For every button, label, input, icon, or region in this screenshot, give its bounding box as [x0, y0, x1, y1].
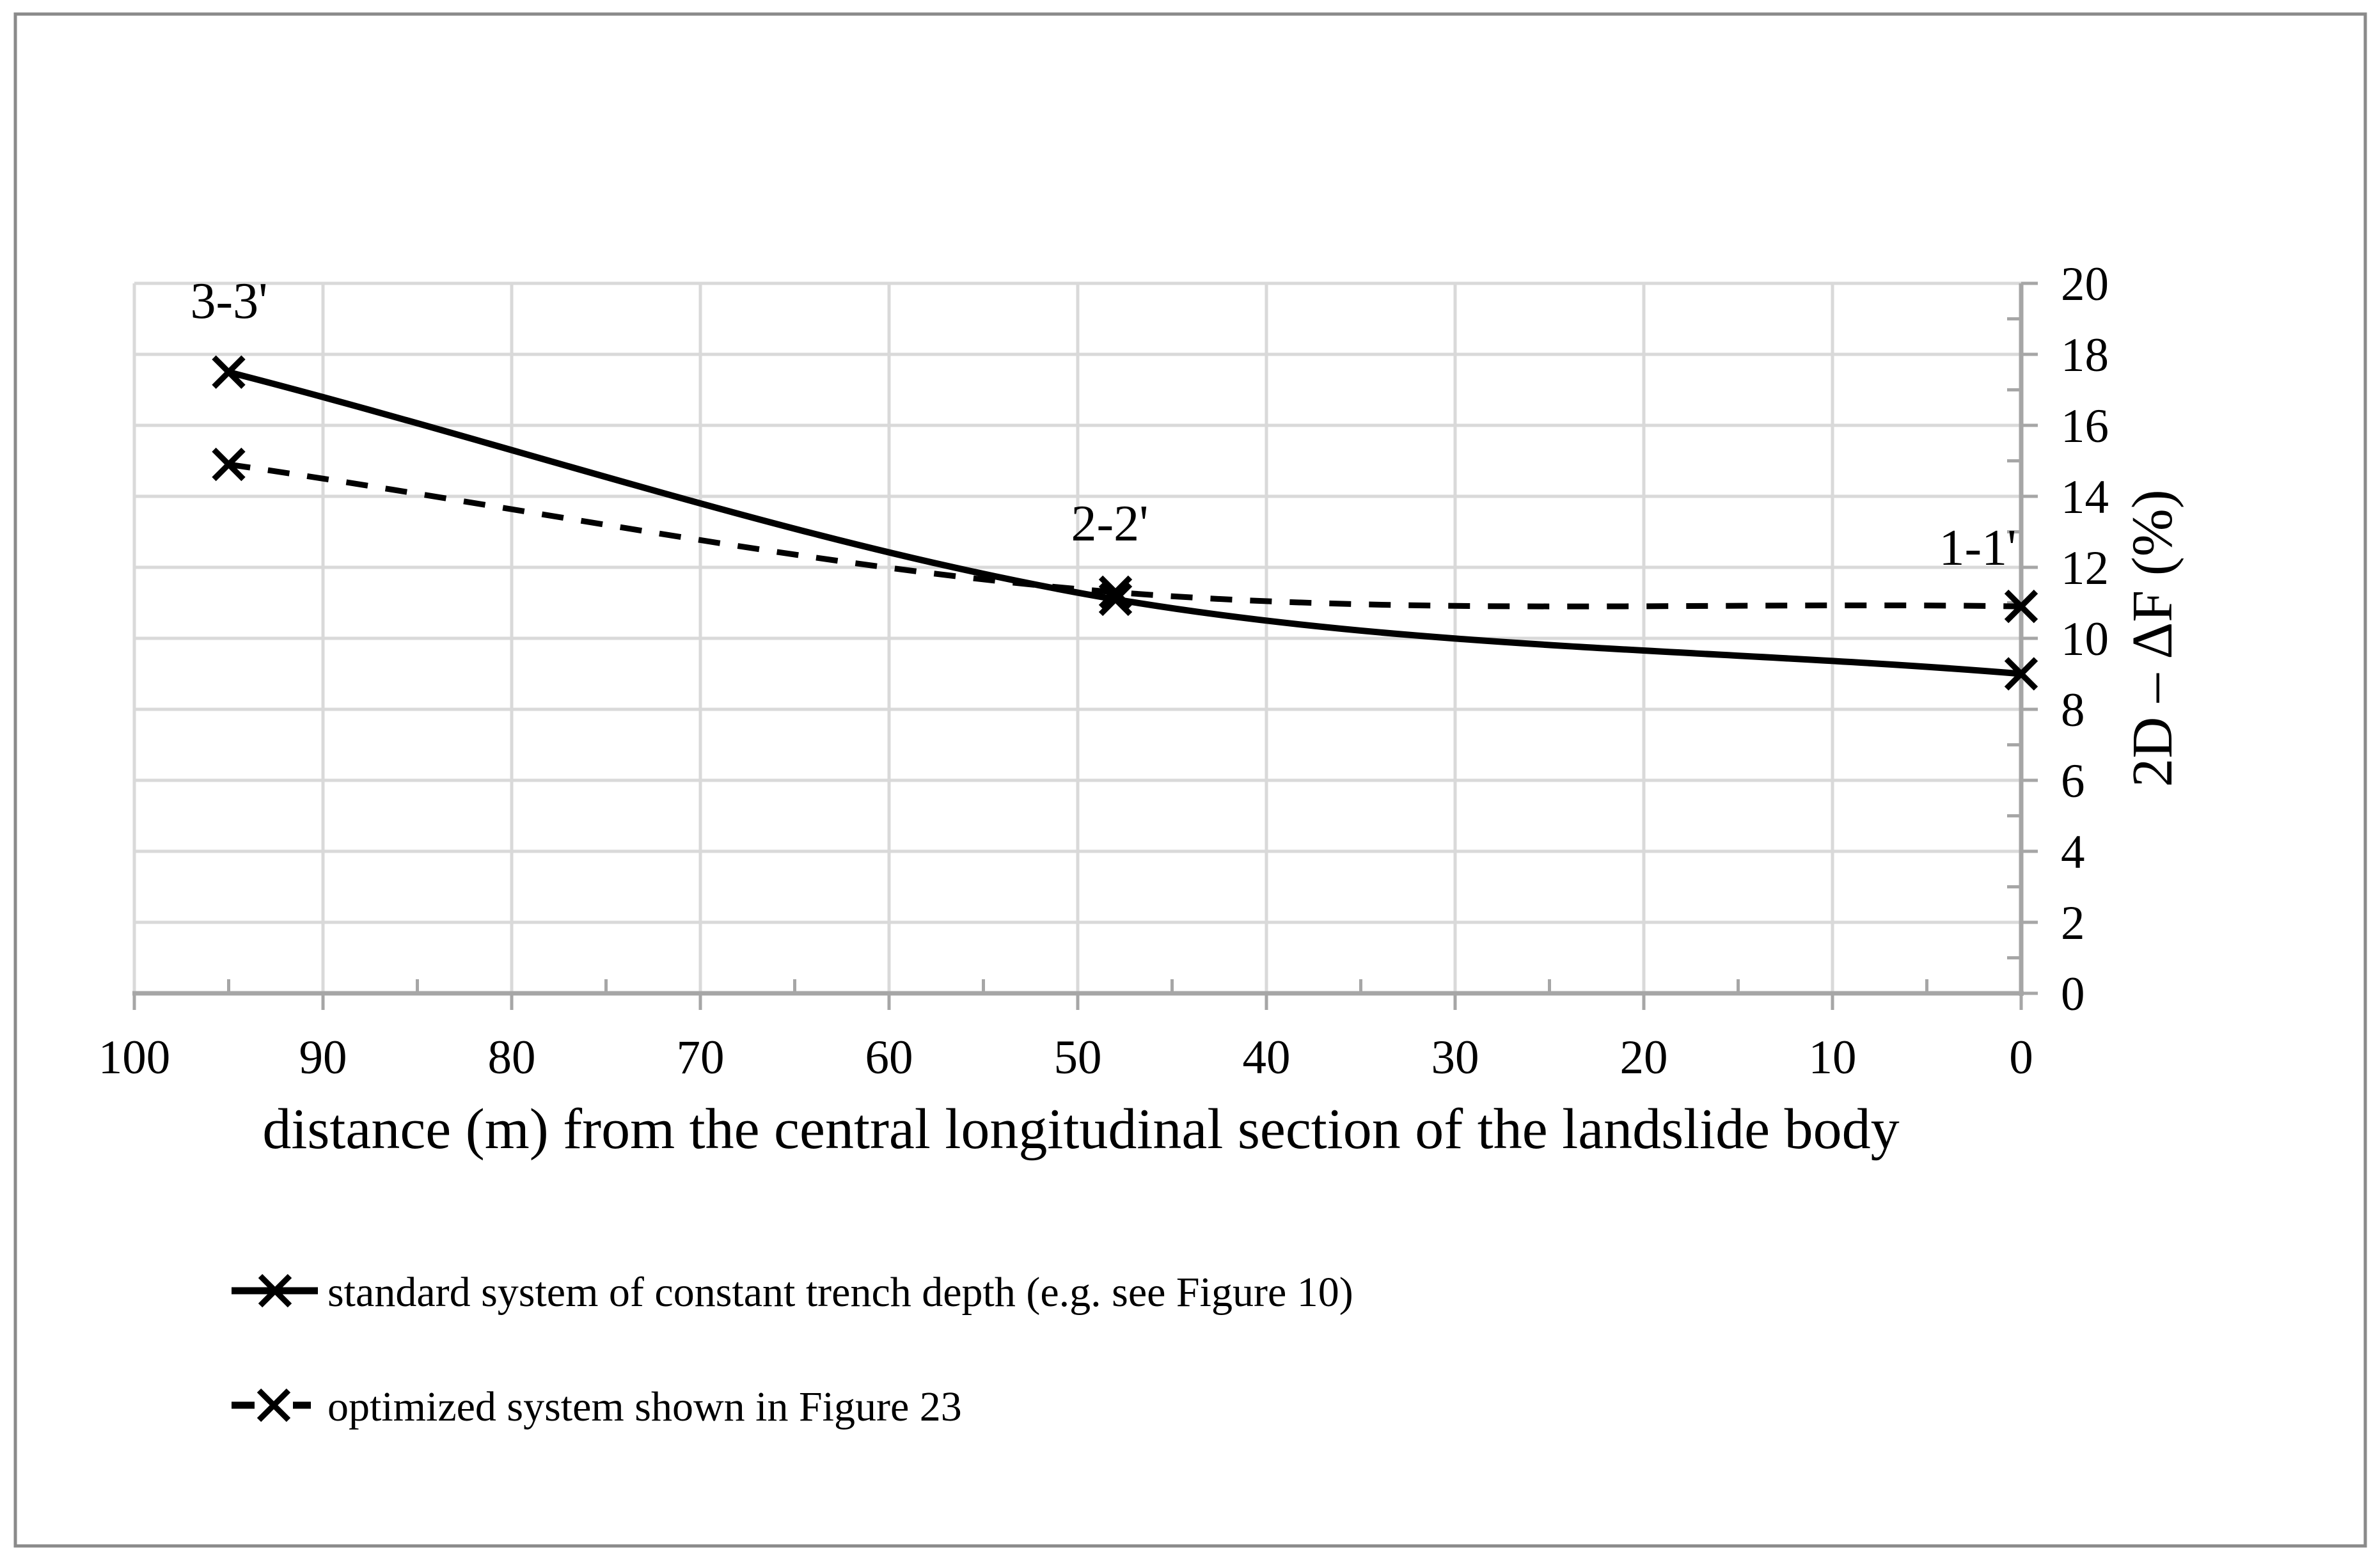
y-tick-label: 4: [2061, 826, 2085, 879]
x-tick-label: 90: [299, 1031, 347, 1084]
x-tick-label: 40: [1243, 1031, 1291, 1084]
y-tick-label: 20: [2061, 258, 2109, 311]
data-point-x-marker: [1098, 575, 1133, 610]
y-tick-label: 14: [2061, 471, 2109, 524]
x-axis-title: distance (m) from the central longitudin…: [262, 1098, 1899, 1161]
legend-x-marker-icon: [258, 1273, 292, 1308]
y-tick-label: 8: [2061, 684, 2085, 737]
legend-x-marker-icon: [256, 1388, 291, 1422]
figure-border: [13, 12, 2367, 1548]
legend-item-optimized: optimized system shown in Figure 23: [232, 1383, 962, 1430]
point-labels: 3-3' 2-2' 1-1': [190, 273, 2016, 576]
legend-item-standard: standard system of constant trench depth…: [232, 1269, 1353, 1316]
x-tick-label: 100: [99, 1031, 171, 1084]
series-line-dashed: [228, 461, 2022, 610]
x-tick-label: 0: [2009, 1031, 2033, 1084]
y-axis-title: 2D – ΔF (%): [2121, 489, 2184, 787]
y-tick-label: 6: [2061, 755, 2085, 808]
y-tick-label: 12: [2061, 542, 2109, 595]
y-tick-label: 16: [2061, 400, 2109, 453]
x-tick-label: 60: [865, 1031, 913, 1084]
y-tick-label: 10: [2061, 613, 2109, 666]
data-point-x-marker: [212, 355, 246, 389]
x-tick-label: 10: [1809, 1031, 1857, 1084]
y-tick-label: 18: [2061, 329, 2109, 382]
y-tick-label: 2: [2061, 897, 2085, 950]
x-tick-label: 30: [1431, 1031, 1479, 1084]
y-tick-label: 0: [2061, 968, 2085, 1021]
data-point-x-marker: [2004, 657, 2038, 691]
data-point-x-marker: [212, 447, 246, 482]
x-tick-label: 80: [488, 1031, 536, 1084]
data-point-x-marker: [2004, 589, 2038, 624]
gridlines: [132, 281, 2023, 995]
x-tick-labels: 100 90 80 70 60 50 40 30 20 10 0: [99, 1031, 2033, 1084]
point-label-3-3: 3-3': [190, 273, 267, 329]
legend: standard system of constant trench depth…: [232, 1269, 1353, 1430]
axis-ticks: [132, 281, 2038, 1010]
legend-label-standard: standard system of constant trench depth…: [327, 1269, 1353, 1316]
legend-label-optimized: optimized system shown in Figure 23: [327, 1383, 962, 1430]
x-tick-label: 50: [1054, 1031, 1102, 1084]
point-label-1-1: 1-1': [1939, 520, 2016, 576]
point-label-2-2: 2-2': [1071, 496, 1148, 552]
x-tick-label: 70: [677, 1031, 725, 1084]
x-tick-label: 20: [1620, 1031, 1668, 1084]
series-group: [212, 355, 2038, 691]
